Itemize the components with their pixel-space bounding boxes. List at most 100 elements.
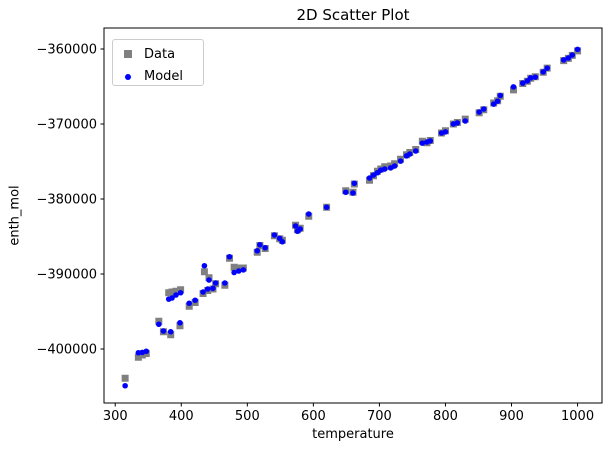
model-point — [186, 300, 193, 307]
model-point — [381, 166, 388, 172]
x-tick-label: 700 — [367, 409, 392, 424]
model-point — [527, 75, 534, 81]
model-point — [454, 120, 461, 126]
model-point — [143, 348, 150, 355]
legend-label: Model — [144, 69, 184, 85]
y-axis-label: enth_mol — [7, 185, 23, 246]
model-point — [419, 140, 426, 146]
data-point — [121, 374, 129, 382]
model-point — [222, 280, 228, 286]
model-point — [490, 101, 497, 107]
legend-label: Data — [144, 46, 176, 62]
model-point — [235, 268, 242, 274]
model-point — [366, 175, 373, 181]
model-point — [412, 148, 419, 154]
x-tick-label: 600 — [301, 409, 326, 424]
model-point — [544, 65, 550, 71]
y-tick-label: −370000 — [36, 118, 97, 133]
x-tick-label: 900 — [499, 409, 524, 424]
model-point — [427, 138, 434, 144]
model-point — [497, 92, 504, 99]
model-point — [271, 232, 278, 238]
data-point — [155, 317, 163, 325]
model-point — [292, 223, 299, 229]
model-point — [240, 267, 247, 273]
model-point — [212, 280, 219, 286]
model-point — [160, 328, 167, 334]
model-point — [397, 158, 404, 164]
x-tick-label: 800 — [433, 409, 458, 424]
model-point — [262, 244, 268, 251]
model-point — [510, 84, 517, 90]
model-point — [200, 289, 206, 295]
model-point — [442, 129, 449, 135]
data-point — [230, 263, 238, 271]
model-point — [494, 98, 501, 104]
y-tick-label: −360000 — [36, 43, 97, 58]
model-point — [122, 382, 128, 389]
legend-entry-model: Model — [124, 69, 203, 86]
model-point — [476, 109, 482, 115]
y-axis-label-container: enth_mol — [7, 28, 23, 403]
model-point — [169, 295, 175, 301]
model-point — [279, 238, 286, 245]
model-dot-marker-icon — [125, 73, 131, 80]
model-point — [351, 180, 358, 187]
data-point — [168, 288, 176, 296]
model-point — [462, 118, 469, 124]
model-point — [173, 292, 179, 298]
data-point — [172, 287, 180, 295]
model-point — [565, 55, 572, 61]
model-point — [156, 321, 162, 328]
model-point — [574, 46, 581, 53]
data-point — [509, 86, 517, 94]
data-point — [235, 264, 243, 272]
legend: Data Model — [112, 39, 204, 86]
y-tick-label: −390000 — [36, 268, 97, 283]
model-point — [297, 226, 303, 232]
data-point — [176, 322, 184, 330]
model-point — [167, 328, 174, 335]
model-point — [204, 286, 211, 292]
model-point — [323, 204, 330, 211]
chart-title: 2D Scatter Plot — [296, 6, 410, 24]
data-square-marker-icon — [124, 50, 132, 59]
model-point — [569, 52, 576, 58]
model-point — [350, 190, 356, 196]
model-point — [210, 285, 216, 292]
x-tick-label: 1000 — [561, 409, 594, 424]
y-tick-label: −380000 — [36, 193, 97, 208]
model-point — [192, 297, 198, 304]
model-point — [201, 262, 208, 269]
x-tick-label: 500 — [235, 409, 260, 424]
model-point — [177, 289, 184, 296]
data-point — [134, 353, 142, 361]
data-point — [185, 302, 193, 310]
data-point — [177, 286, 185, 294]
model-point — [540, 69, 547, 75]
model-point — [257, 241, 263, 248]
model-point — [532, 74, 539, 80]
model-point — [560, 57, 567, 63]
x-tick-label: 300 — [103, 409, 128, 424]
model-point — [407, 151, 413, 157]
data-point — [167, 331, 175, 339]
model-point — [254, 247, 261, 254]
model-point — [305, 211, 312, 217]
y-tick-label: −400000 — [36, 343, 97, 358]
model-point — [231, 269, 237, 276]
model-point — [206, 277, 212, 283]
x-tick-label: 400 — [169, 409, 194, 424]
data-point — [200, 268, 208, 276]
model-point — [519, 80, 526, 86]
axes-frame — [103, 27, 603, 404]
x-axis-label: temperature — [312, 427, 394, 442]
model-point — [177, 319, 183, 326]
model-point — [226, 253, 233, 260]
model-point — [342, 189, 349, 196]
model-point — [480, 106, 487, 112]
legend-entry-data: Data — [124, 46, 203, 63]
model-point — [391, 163, 398, 169]
